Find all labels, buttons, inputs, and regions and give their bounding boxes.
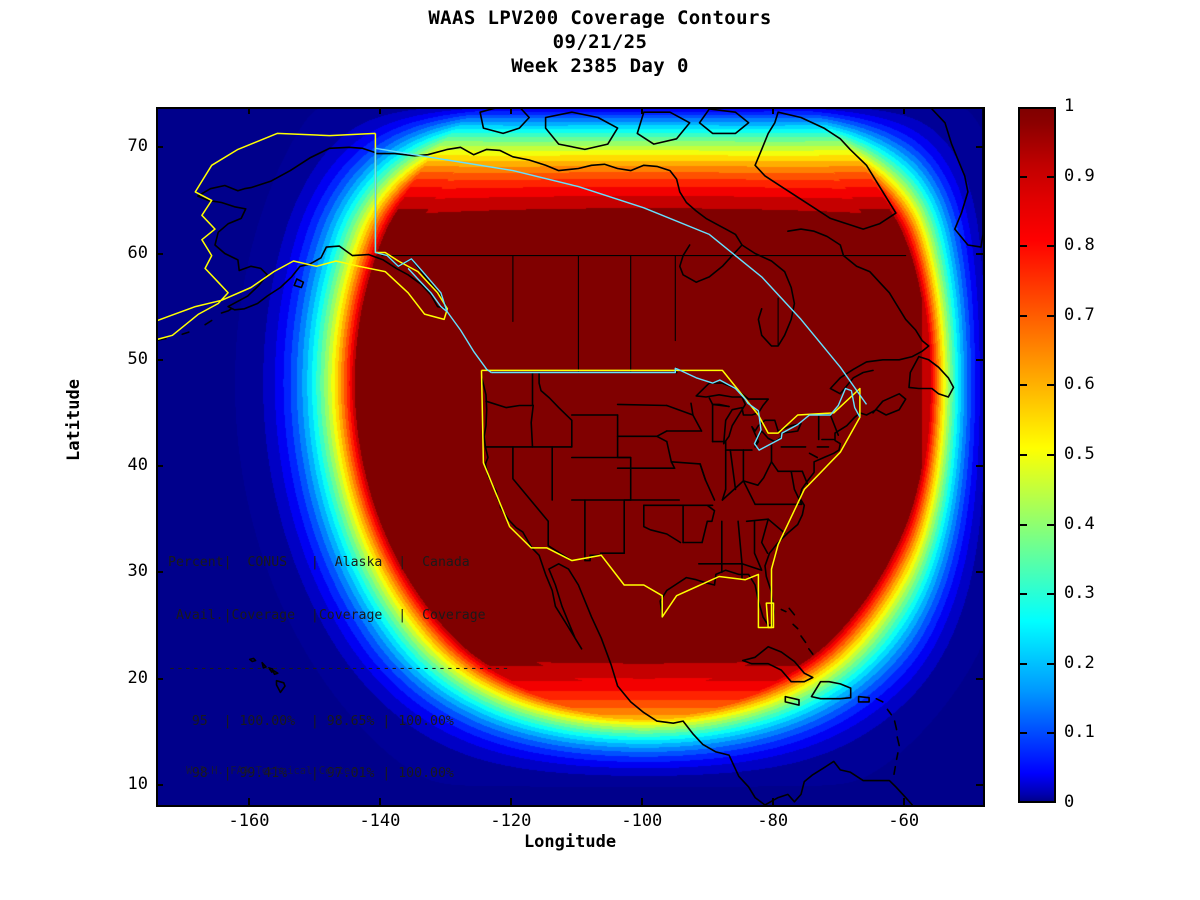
colorbar-tick-mark	[1020, 593, 1027, 596]
y-tick-mark	[976, 358, 983, 361]
y-axis-title: Latitude	[64, 379, 84, 461]
x-tick-label: -60	[888, 811, 920, 831]
y-tick-mark	[156, 783, 163, 786]
y-tick-mark	[156, 677, 163, 680]
y-axis-tick-labels: 10 20 30 40 50 60 70	[84, 0, 148, 900]
x-tick-mark	[902, 107, 905, 114]
title-line-3: Week 2385 Day 0	[511, 55, 689, 77]
colorbar-tick-mark	[1047, 523, 1054, 526]
y-tick-mark	[976, 677, 983, 680]
colorbar-tick-mark	[1047, 314, 1054, 317]
y-tick-mark	[156, 358, 163, 361]
figure-title: WAAS LPV200 Coverage Contours 09/21/25 W…	[0, 6, 1200, 78]
credit-line-2: WAAS Test Team	[186, 804, 357, 805]
y-tick-label: 10	[127, 773, 148, 794]
x-tick-label: -80	[757, 811, 789, 831]
colorbar-tick-label: 0.6	[1064, 374, 1095, 395]
coverage-statistics-table: Percent| CONUS | Alaska | Canada Avail.|…	[168, 519, 510, 805]
y-tick-mark	[156, 146, 163, 149]
x-tick-label: -140	[359, 811, 401, 831]
colorbar-tick-mark	[1020, 175, 1027, 178]
title-line-1: WAAS LPV200 Coverage Contours	[428, 7, 772, 29]
colorbar-tick-label: 0	[1064, 792, 1075, 812]
y-tick-mark	[976, 252, 983, 255]
x-tick-mark	[509, 798, 512, 805]
colorbar-tick-label: 0.3	[1064, 583, 1095, 604]
colorbar-tick-label: 0.8	[1064, 235, 1095, 256]
credit-line-1: W.J.H. FAA Technical Center	[186, 765, 357, 777]
table-row: 95 | 100.00% | 98.65% | 100.00%	[168, 713, 454, 729]
colorbar-tick-mark	[1047, 662, 1054, 665]
x-tick-label: -100	[621, 811, 663, 831]
colorbar-tick-mark	[1020, 245, 1027, 248]
y-tick-mark	[976, 783, 983, 786]
colorbar-tick-mark	[1047, 384, 1054, 387]
colorbar-tick-label: 1	[1064, 96, 1075, 116]
x-tick-mark	[247, 107, 250, 114]
map-plot-area: Percent| CONUS | Alaska | Canada Avail.|…	[156, 107, 985, 807]
colorbar-tick-label: 0.2	[1064, 652, 1095, 673]
table-row: 98 | 99.41% | 97.01% | 100.00%	[168, 766, 454, 782]
x-tick-mark	[771, 107, 774, 114]
x-tick-mark	[771, 798, 774, 805]
y-tick-mark	[976, 465, 983, 468]
title-line-2: 09/21/25	[552, 31, 648, 53]
y-tick-mark	[976, 146, 983, 149]
x-tick-mark	[509, 107, 512, 114]
colorbar-tick-mark	[1020, 732, 1027, 735]
colorbar-tick-mark	[1047, 245, 1054, 248]
x-tick-mark	[378, 798, 381, 805]
x-tick-mark	[247, 798, 250, 805]
y-tick-label: 40	[127, 455, 148, 476]
y-tick-label: 30	[127, 561, 148, 582]
y-tick-mark	[156, 252, 163, 255]
colorbar-tick-label: 0.7	[1064, 304, 1095, 325]
colorbar-tick-mark	[1047, 593, 1054, 596]
colorbar-tick-mark	[1020, 314, 1027, 317]
y-tick-label: 20	[127, 667, 148, 688]
y-tick-label: 70	[127, 136, 148, 157]
x-axis-tick-labels: -160 -140 -120 -100 -80 -60	[0, 811, 1200, 837]
table-header-row-1: Percent| CONUS | Alaska | Canada	[168, 555, 470, 571]
colorbar-tick-label: 0.5	[1064, 444, 1095, 464]
colorbar-tick-label: 0.9	[1064, 165, 1095, 186]
y-tick-mark	[156, 465, 163, 468]
colorbar-tick-label: 0.1	[1064, 722, 1095, 743]
y-tick-mark	[156, 571, 163, 574]
x-tick-label: -120	[490, 811, 532, 831]
x-tick-mark	[640, 798, 643, 805]
credit-annotation: W.J.H. FAA Technical Center WAAS Test Te…	[186, 739, 357, 805]
x-axis-title: Longitude	[523, 832, 617, 852]
colorbar-tick-mark	[1020, 662, 1027, 665]
colorbar-tick-mark	[1047, 175, 1054, 178]
table-divider: ----------------------------------------…	[168, 660, 510, 676]
y-tick-label: 50	[127, 348, 148, 369]
colorbar-tick-label: 0.4	[1064, 513, 1095, 534]
colorbar-tick-mark	[1047, 732, 1054, 735]
colorbar-tick-mark	[1020, 523, 1027, 526]
x-tick-mark	[902, 798, 905, 805]
y-tick-mark	[976, 571, 983, 574]
x-tick-mark	[378, 107, 381, 114]
colorbar-tick-mark	[1020, 454, 1027, 456]
colorbar-tick-mark	[1020, 384, 1027, 387]
colorbar-tick-mark	[1047, 454, 1054, 456]
y-tick-label: 60	[127, 242, 148, 263]
table-header-row-2: Avail.|Coverage |Coverage | Coverage	[168, 607, 486, 623]
x-tick-label: -160	[228, 811, 270, 831]
x-tick-mark	[640, 107, 643, 114]
colorbar: 0 0.1 0.2 0.3 0.4 0.5 0.6 0.7 0.8 0.9 1	[1018, 96, 1095, 812]
